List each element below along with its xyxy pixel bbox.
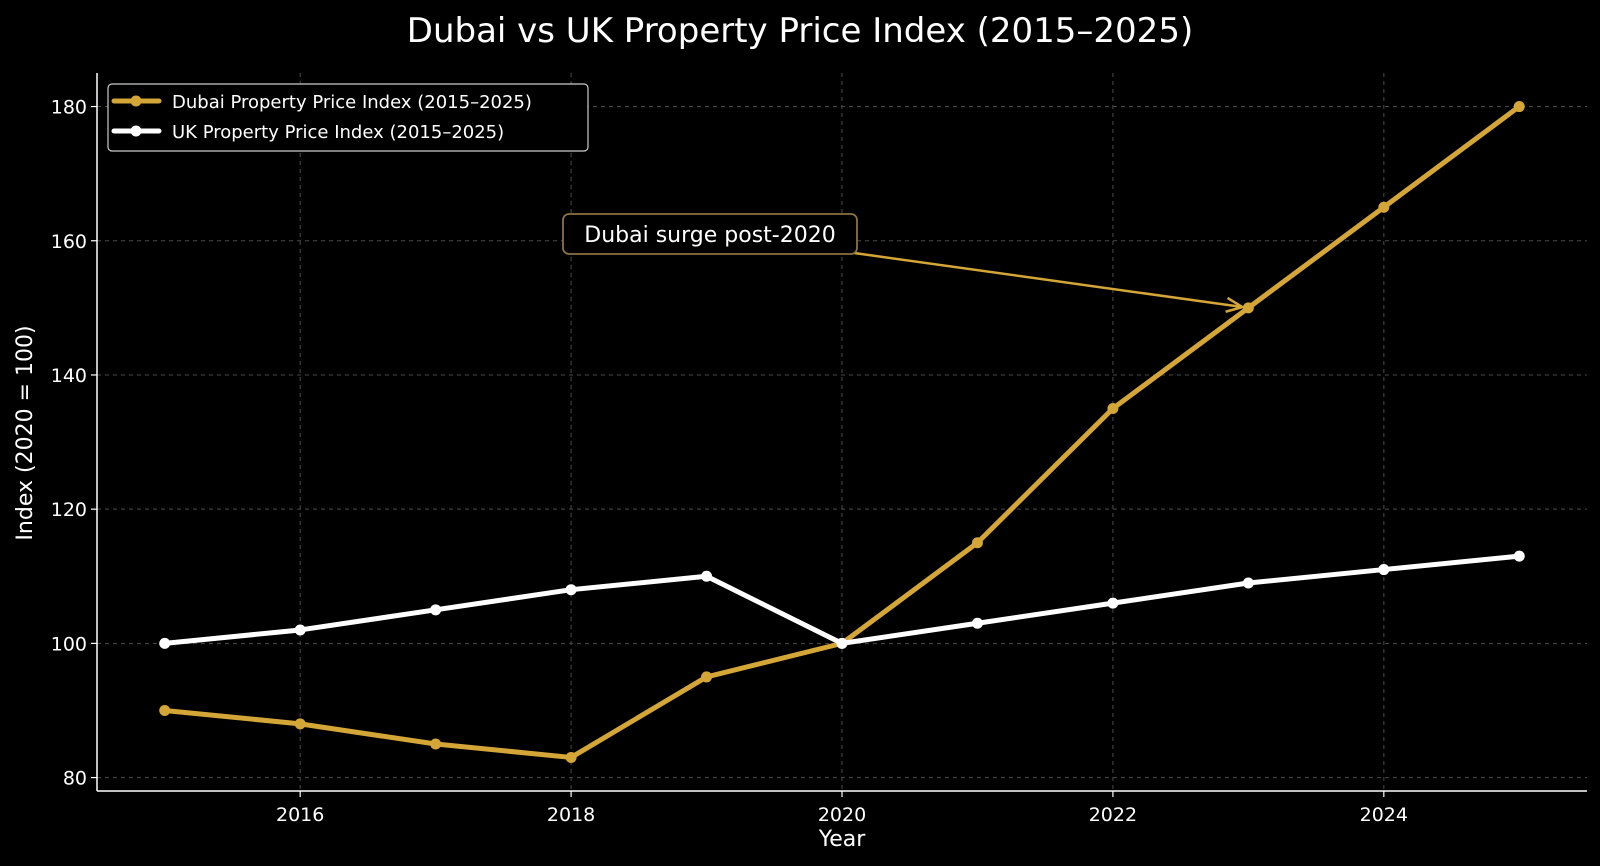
legend-swatch-marker — [130, 95, 142, 107]
data-point — [1513, 101, 1525, 113]
annotation-box — [562, 213, 858, 255]
y-tick-label: 80 — [63, 768, 87, 790]
x-axis-label: Year — [818, 827, 867, 852]
data-point — [430, 604, 442, 616]
legend-label: Dubai Property Price Index (2015–2025) — [172, 92, 532, 113]
x-tick-label: 2022 — [1089, 804, 1137, 826]
series-uk — [159, 550, 1525, 649]
data-point — [565, 751, 577, 763]
data-point — [1107, 403, 1119, 415]
grid — [97, 73, 1587, 791]
annotation-text: Dubai surge post-2020 — [584, 223, 835, 248]
data-point — [159, 637, 171, 649]
annotation-arrowhead — [1225, 296, 1246, 313]
y-axis-label: Index (2020 = 100) — [13, 325, 38, 540]
legend-box — [107, 83, 589, 152]
x-tick-label: 2020 — [818, 804, 866, 826]
data-point — [701, 671, 713, 683]
y-tick-label: 100 — [51, 633, 87, 655]
data-point — [836, 637, 848, 649]
annotation-arrow-line — [846, 250, 1243, 309]
series — [159, 101, 1525, 763]
data-point — [1242, 302, 1254, 314]
x-tick-label: 2024 — [1360, 804, 1408, 826]
axes — [91, 73, 1587, 797]
data-point — [430, 738, 442, 750]
data-point — [1378, 564, 1390, 576]
annotations: Dubai surge post-2020 — [562, 213, 1246, 313]
tick-labels: 2016 2018 2020 2022 2024 80 100 120 140 160 180 — [51, 97, 1408, 826]
y-tick-label: 140 — [51, 365, 87, 387]
data-point — [159, 704, 171, 716]
data-point — [294, 718, 306, 730]
legend-label: UK Property Price Index (2015–2025) — [172, 122, 504, 143]
y-tick-label: 120 — [51, 499, 87, 521]
data-point — [701, 570, 713, 582]
x-tick-label: 2016 — [276, 804, 324, 826]
data-point — [971, 537, 983, 549]
data-point — [1513, 550, 1525, 562]
data-point — [1242, 577, 1254, 589]
x-tick-label: 2018 — [547, 804, 595, 826]
series-dubai — [159, 101, 1525, 763]
data-point — [1107, 597, 1119, 609]
data-point — [565, 584, 577, 596]
y-tick-label: 160 — [51, 231, 87, 253]
data-point — [294, 624, 306, 636]
legend-swatch-marker — [130, 125, 142, 137]
data-point — [1378, 201, 1390, 213]
chart-title: Dubai vs UK Property Price Index (2015–2… — [407, 11, 1193, 51]
y-tick-label: 180 — [51, 97, 87, 119]
legend: Dubai Property Price Index (2015–2025) UK… — [107, 83, 589, 152]
data-point — [971, 617, 983, 629]
